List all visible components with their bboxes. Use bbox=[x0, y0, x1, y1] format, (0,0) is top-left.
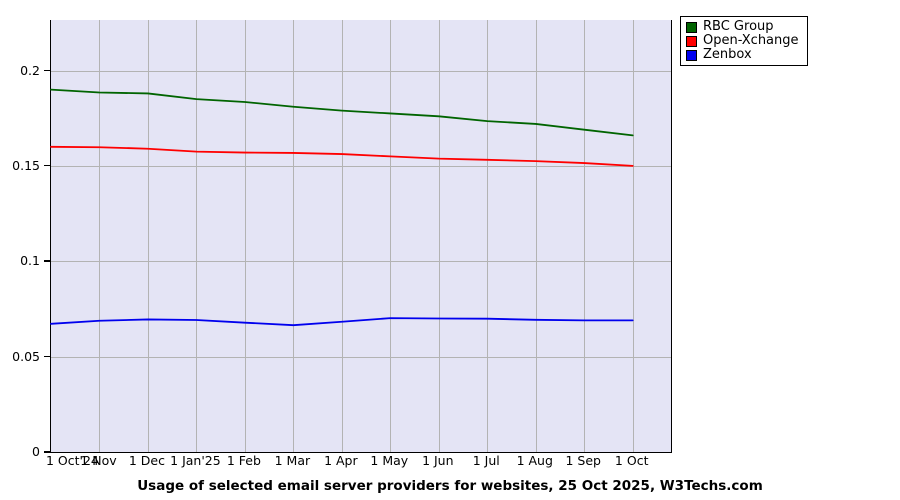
legend-item: RBC Group bbox=[686, 20, 799, 34]
series-line-zenbox bbox=[50, 317, 634, 327]
plot-inner bbox=[50, 20, 671, 452]
gridline-vertical bbox=[342, 20, 343, 452]
y-tick-mark bbox=[44, 69, 51, 72]
x-tick-label: 1 Feb bbox=[226, 453, 261, 468]
x-tick-label: 1 Dec bbox=[128, 453, 165, 468]
x-tick-label: 1 Sep bbox=[565, 453, 601, 468]
x-tick-label: 1 Apr bbox=[324, 453, 358, 468]
x-tick-label: 1 Nov bbox=[80, 453, 117, 468]
series-line-rbc-group bbox=[50, 88, 634, 137]
legend-item: Zenbox bbox=[686, 48, 799, 62]
series-lines bbox=[50, 88, 634, 327]
x-tick-label: 1 Jan'25 bbox=[170, 453, 221, 468]
y-tick-label: 0.2 bbox=[20, 62, 40, 78]
x-tick-label: 1 Oct bbox=[614, 453, 649, 468]
gridline-vertical bbox=[148, 20, 149, 452]
x-tick-label: 1 Mar bbox=[274, 453, 311, 468]
legend-label: Zenbox bbox=[703, 47, 752, 62]
x-tick-label: 1 Jul bbox=[472, 453, 500, 468]
gridline-vertical bbox=[245, 20, 246, 452]
x-tick-label: 1 Jun bbox=[422, 453, 454, 468]
legend-rows: RBC Group Open-Xchange Zenbox bbox=[686, 20, 799, 62]
y-tick-mark bbox=[44, 164, 51, 167]
gridline-vertical bbox=[390, 20, 391, 452]
series-line-open-xchange bbox=[50, 145, 634, 167]
y-tick-mark bbox=[44, 355, 51, 358]
x-tick-label: 1 Oct'24 bbox=[46, 453, 99, 468]
legend-swatch-icon bbox=[686, 21, 697, 33]
y-tick-label: 0.1 bbox=[20, 253, 40, 269]
gridline-vertical bbox=[439, 20, 440, 452]
plot-area bbox=[50, 20, 672, 453]
legend-swatch-icon bbox=[686, 35, 697, 47]
legend-label: Open-Xchange bbox=[703, 33, 799, 48]
gridline-vertical bbox=[584, 20, 585, 452]
y-tick-label: 0.15 bbox=[12, 157, 40, 173]
gridline-horizontal bbox=[51, 357, 671, 358]
x-tick-label: 1 May bbox=[370, 453, 409, 468]
chart-legend: RBC Group Open-Xchange Zenbox bbox=[680, 16, 808, 66]
gridline-vertical bbox=[487, 20, 488, 452]
chart-caption: Usage of selected email server providers… bbox=[137, 478, 763, 494]
gridline-horizontal bbox=[51, 71, 671, 72]
x-tick-label: 1 Aug bbox=[516, 453, 553, 468]
gridline-vertical bbox=[293, 20, 294, 452]
y-tick-mark bbox=[44, 260, 51, 262]
gridline-horizontal bbox=[51, 166, 671, 167]
gridline-vertical bbox=[196, 20, 197, 452]
y-tick-label: 0.05 bbox=[12, 348, 40, 364]
gridline-vertical bbox=[99, 20, 100, 452]
gridline-vertical bbox=[536, 20, 537, 452]
gridline-horizontal bbox=[51, 261, 671, 262]
y-tick-mark bbox=[44, 451, 51, 453]
y-tick-label: 0 bbox=[32, 444, 40, 459]
legend-swatch-icon bbox=[686, 49, 697, 61]
legend-item: Open-Xchange bbox=[686, 34, 799, 48]
legend-label: RBC Group bbox=[703, 19, 774, 34]
gridline-vertical bbox=[633, 20, 634, 452]
